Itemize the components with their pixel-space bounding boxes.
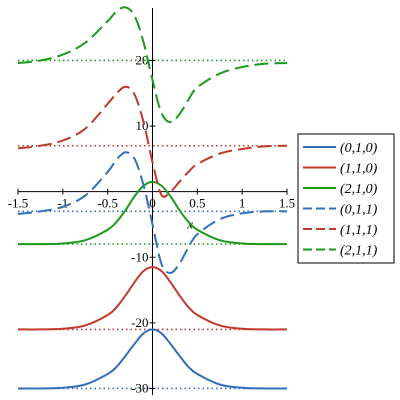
x-tick-label: -0.5	[97, 196, 118, 211]
legend-label: (0,1,1)	[340, 203, 378, 218]
x-tick-label: 0	[149, 196, 156, 211]
legend-label: (1,1,1)	[340, 223, 378, 238]
y-tick-label: -30	[131, 380, 148, 395]
series-line-4	[17, 85, 288, 198]
legend-label: (2,1,0)	[340, 182, 378, 197]
series-line-3	[17, 151, 288, 275]
legend-label: (1,1,0)	[340, 162, 378, 177]
y-tick-label: -20	[131, 315, 148, 330]
x-tick-label: 0.5	[189, 196, 205, 211]
y-tick-label: 20	[136, 52, 149, 67]
y-tick-label: 10	[136, 118, 149, 133]
x-tick-label: 1	[239, 196, 246, 211]
x-tick-label: 1.5	[279, 196, 295, 211]
series-line-5	[17, 6, 288, 124]
series-line-2	[17, 180, 288, 246]
legend-label: (2,1,1)	[340, 244, 378, 259]
legend-label: (0,1,0)	[340, 141, 378, 156]
series-line-1	[17, 266, 288, 331]
series-line-0	[17, 328, 288, 390]
x-tick-label: -1	[57, 196, 68, 211]
legend-box	[297, 133, 395, 264]
x-tick-label: -1.5	[8, 196, 29, 211]
legend: (0,1,0) (1,1,0) (2,1,0) (0,1,1) (1,1,1) (2,1,…	[297, 133, 395, 264]
y-tick-label: -10	[131, 249, 148, 264]
